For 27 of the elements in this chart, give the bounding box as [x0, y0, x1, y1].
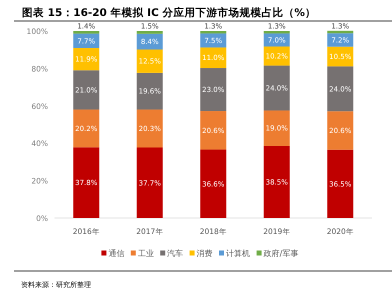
bar: [327, 46, 354, 66]
bar: [200, 150, 226, 218]
bar: [327, 111, 354, 150]
bar: [73, 48, 100, 70]
bar: [73, 147, 100, 218]
bar: [136, 72, 163, 110]
legend-label: 通信: [108, 249, 124, 258]
bar: [136, 110, 163, 148]
bar: [200, 68, 226, 112]
bar: [264, 146, 290, 218]
bar: [264, 66, 290, 110]
legend-label: 汽车: [167, 249, 184, 258]
chart-title: 图表 15：16-20 年模拟 IC 分应用下游市场规模占比（%）: [22, 6, 316, 19]
bar: [73, 110, 100, 148]
legend-label: 政府/军事: [264, 249, 298, 258]
bar: [264, 110, 290, 146]
bar: [327, 66, 354, 112]
bar: [327, 150, 354, 218]
legend-label: 计算机: [226, 249, 250, 258]
bar: [73, 70, 100, 110]
bar: [200, 111, 226, 150]
legend-label: 消费: [196, 249, 213, 258]
bar: [136, 31, 163, 34]
bar: [136, 50, 163, 73]
legend-label: 工业: [138, 249, 154, 258]
bar: [136, 148, 163, 218]
bar: [73, 31, 100, 34]
